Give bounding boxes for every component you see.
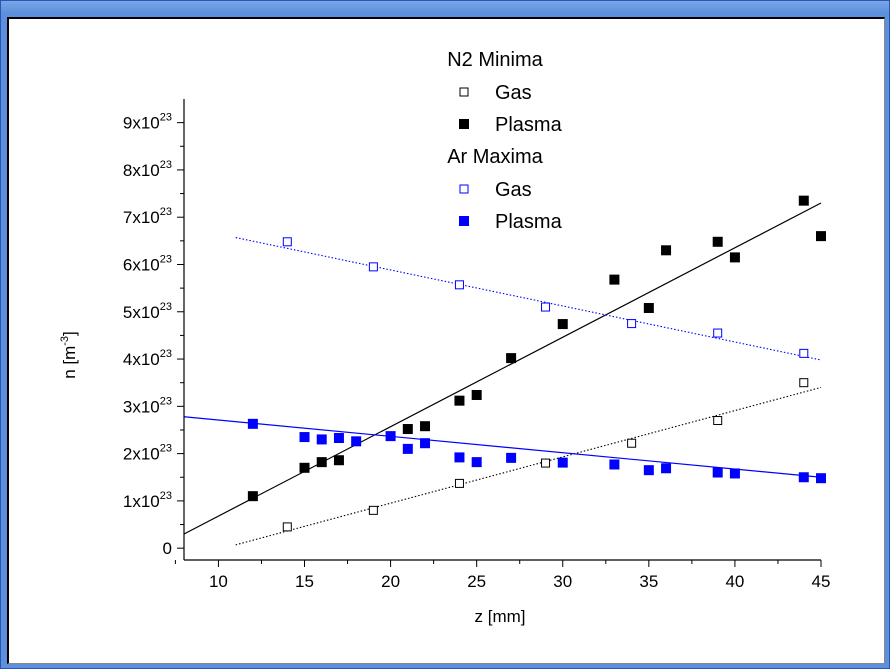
y-axis-label: n [m-3] <box>59 331 79 379</box>
data-point-3 <box>712 467 723 478</box>
legend-entry-label: Gas <box>495 179 532 201</box>
legend-entry-label: Plasma <box>495 211 563 233</box>
data-point-1 <box>402 424 413 435</box>
data-point-3 <box>798 472 809 483</box>
fit-line-2 <box>235 236 822 361</box>
data-point-1 <box>712 236 723 247</box>
data-point-1 <box>454 395 465 406</box>
data-point-1 <box>471 389 482 400</box>
data-points <box>247 195 826 532</box>
data-point-3 <box>454 452 465 463</box>
y-tick-label: 7x1023 <box>123 206 172 227</box>
axes: 10 15 20 25 30 35 40 45 0 1x1023 2x1023 3x1023 4x102… <box>123 99 831 591</box>
x-tick-label: 25 <box>467 572 486 591</box>
data-point-3 <box>729 468 740 479</box>
y-tick-label: 5x1023 <box>123 301 172 322</box>
legend-marker <box>459 184 469 194</box>
x-axis-label: z [mm] <box>475 607 526 626</box>
data-point-3 <box>506 452 517 463</box>
data-point-2 <box>627 319 637 329</box>
data-point-1 <box>729 252 740 263</box>
data-point-1 <box>333 455 344 466</box>
legend-group-title: N2 Minima <box>447 49 543 71</box>
x-tick-label: 10 <box>209 572 228 591</box>
fit-line-1 <box>183 202 822 535</box>
data-point-3 <box>247 418 258 429</box>
data-point-1 <box>557 319 568 330</box>
legend-entry-label: Gas <box>495 82 532 104</box>
legend-marker <box>459 87 469 97</box>
fit-line-0 <box>235 386 822 546</box>
fit-line-3 <box>183 416 822 478</box>
data-point-2 <box>454 280 464 290</box>
data-point-0 <box>627 438 637 448</box>
data-point-1 <box>299 462 310 473</box>
data-point-2 <box>799 348 809 358</box>
y-tick-label: 8x1023 <box>123 159 172 180</box>
data-point-1 <box>420 421 431 432</box>
scatter-chart: 10 15 20 25 30 35 40 45 0 1x1023 2x1023 3x1023 4x102… <box>59 49 831 626</box>
y-tick-label: 6x1023 <box>123 253 172 274</box>
y-tick-label: 4x1023 <box>123 348 172 369</box>
data-point-3 <box>557 457 568 468</box>
data-point-3 <box>420 438 431 449</box>
data-point-3 <box>816 473 826 484</box>
data-point-3 <box>299 432 310 443</box>
data-point-2 <box>368 262 378 272</box>
data-point-1 <box>316 457 327 468</box>
data-point-1 <box>609 274 620 285</box>
data-point-3 <box>351 436 362 447</box>
fit-lines <box>183 202 822 546</box>
x-tick-label: 20 <box>381 572 400 591</box>
y-tick-label: 3x1023 <box>123 395 172 416</box>
data-point-1 <box>247 491 258 502</box>
data-point-3 <box>471 457 482 468</box>
data-point-1 <box>661 245 672 256</box>
data-point-0 <box>368 505 378 515</box>
data-point-3 <box>402 443 413 454</box>
data-point-2 <box>541 302 551 312</box>
data-point-3 <box>385 431 396 442</box>
data-point-3 <box>609 459 620 470</box>
graph-panel: 10 15 20 25 30 35 40 45 0 1x1023 2x1023 3x1023 4x102… <box>7 17 885 664</box>
legend-marker <box>459 119 469 129</box>
data-point-0 <box>799 378 809 388</box>
legend-marker <box>459 216 469 226</box>
data-point-3 <box>316 434 327 445</box>
x-tick-label: 45 <box>812 572 831 591</box>
y-tick-label: 2x1023 <box>123 443 172 464</box>
data-point-1 <box>816 231 826 242</box>
x-tick-label: 35 <box>639 572 658 591</box>
x-tick-label: 30 <box>553 572 572 591</box>
legend-entry-label: Plasma <box>495 114 563 136</box>
data-point-1 <box>798 195 809 206</box>
legend-group-title: Ar Maxima <box>447 146 543 168</box>
y-tick-label: 1x1023 <box>123 490 172 511</box>
data-point-3 <box>333 433 344 444</box>
data-point-0 <box>282 522 292 532</box>
data-point-2 <box>713 328 723 338</box>
data-point-0 <box>713 416 723 426</box>
legend: N2 Minima Gas Plasma Ar Maxima Gas Plasma <box>447 49 562 233</box>
data-point-2 <box>282 237 292 247</box>
y-tick-label: 0 <box>163 539 172 558</box>
data-point-0 <box>454 478 464 488</box>
data-point-3 <box>661 463 672 474</box>
x-tick-label: 40 <box>725 572 744 591</box>
x-tick-label: 15 <box>295 572 314 591</box>
y-tick-label: 9x1023 <box>123 112 172 133</box>
data-point-3 <box>643 465 654 476</box>
data-point-1 <box>643 302 654 313</box>
data-point-1 <box>506 353 517 364</box>
data-point-0 <box>541 458 551 468</box>
